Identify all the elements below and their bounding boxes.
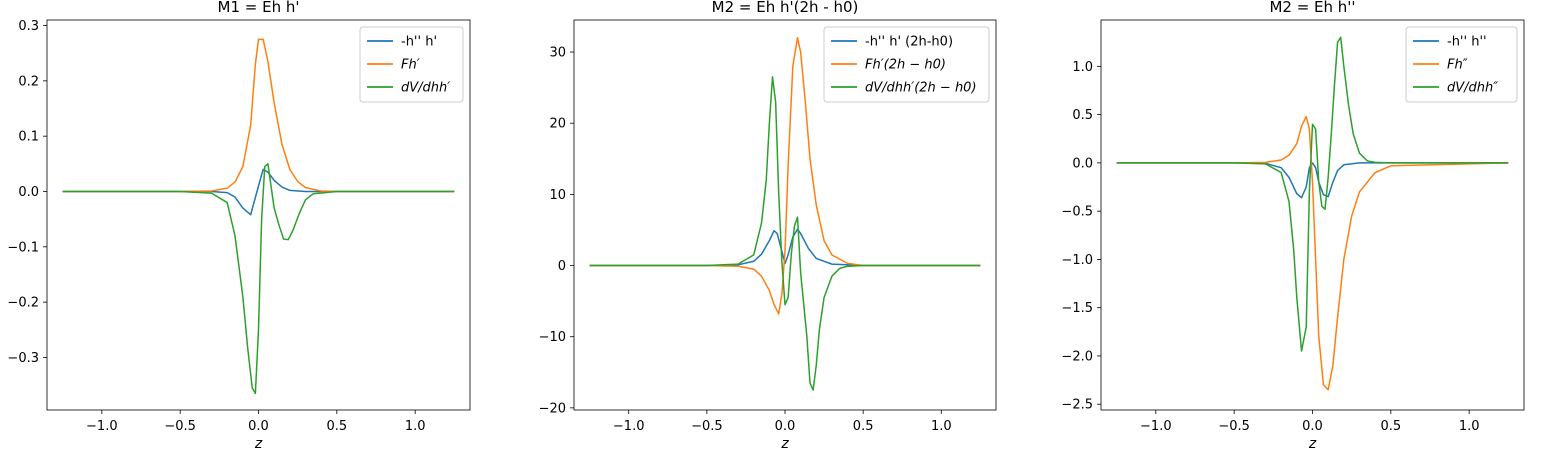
y-tick-label: 0.3 [18, 19, 39, 34]
x-tick-label: 0.5 [853, 419, 874, 434]
series-line-1 [1116, 162, 1509, 199]
x-tick-label: 0.0 [248, 419, 269, 434]
legend-entry-label: Fh′ [401, 58, 420, 73]
series-line-3 [62, 163, 455, 395]
y-tick-label: −0.5 [1061, 205, 1093, 220]
y-tick-label: −0.2 [7, 296, 39, 311]
y-tick-label: 1.0 [1072, 60, 1093, 75]
legend-entry-label: -h'' h'' [1447, 35, 1487, 50]
legend-entry-label: Fh″ [1447, 58, 1468, 73]
y-tick-label: −0.3 [7, 351, 39, 366]
chart-title: M1 = Eh h' [218, 0, 300, 16]
x-tick-label: 1.0 [1459, 419, 1480, 434]
series-line-2 [1116, 115, 1509, 391]
chart-panel-1: M1 = Eh h' −1.0 −0.5 0.0 0.5 1.0 0.3 0.2 0.1 0.0 −… [7, 0, 471, 450]
legend: -h'' h' (2h-h0) Fh′(2h − h0) dV/dhh′(2h − … [823, 26, 990, 103]
y-tick-label: 0.1 [18, 130, 39, 145]
x-tick-label: 0.0 [1302, 419, 1323, 434]
y-tick-label: 0.2 [18, 74, 39, 89]
y-tick-label: 0 [558, 259, 566, 274]
legend-entry-label: -h'' h' (2h-h0) [865, 35, 953, 50]
legend-entry-label: dV/dhh″ [1447, 81, 1498, 96]
y-tick-label: 10 [549, 188, 566, 203]
series-line-3 [589, 76, 981, 391]
legend-box [823, 26, 990, 103]
series-group [62, 38, 455, 395]
series-group [589, 37, 981, 391]
series-line-1 [589, 228, 981, 267]
series-line-3 [1116, 36, 1509, 352]
y-tick-label: −2.5 [1061, 398, 1093, 413]
legend-entry-label: dV/dhh′(2h − h0) [865, 81, 977, 96]
y-tick-label: −2.0 [1061, 349, 1093, 364]
y-tick-label: 0.0 [18, 185, 39, 200]
series-line-1 [62, 168, 455, 216]
y-tick-label: −10 [539, 330, 566, 345]
x-tick-label: −1.0 [613, 419, 645, 434]
series-line-2 [62, 38, 455, 193]
legend-entry-label: dV/dhh′ [401, 81, 450, 96]
legend-entry-label: Fh′(2h − h0) [865, 58, 946, 73]
chart-title: M2 = Eh h'(2h - h0) [712, 0, 859, 16]
y-tick-label: −0.1 [7, 240, 39, 255]
y-tick-label: 0.5 [1072, 108, 1093, 123]
chart-title: M2 = Eh h'' [1269, 0, 1355, 16]
x-tick-label: −0.5 [691, 419, 723, 434]
x-tick-label: 1.0 [405, 419, 426, 434]
x-tick-label: 0.0 [775, 419, 796, 434]
legend: -h'' h'' Fh″ dV/dhh″ [1405, 26, 1518, 103]
y-tick-label: 0.0 [1072, 156, 1093, 171]
legend-box [359, 26, 464, 103]
x-tick-label: −1.0 [1140, 419, 1172, 434]
x-tick-label: 0.5 [326, 419, 347, 434]
y-tick-label: −1.5 [1061, 301, 1093, 316]
x-tick-label: 1.0 [931, 419, 952, 434]
legend-box [1405, 26, 1518, 103]
legend: -h'' h' Fh′ dV/dhh′ [359, 26, 464, 103]
series-line-2 [589, 37, 981, 315]
x-tick-label: −1.0 [86, 419, 118, 434]
y-tick-label: 20 [549, 117, 566, 132]
x-tick-label: 0.5 [1380, 419, 1401, 434]
legend-entry-label: -h'' h' [401, 35, 437, 50]
chart-panel-3: M2 = Eh h'' −1.0 −0.5 0.0 0.5 1.0 1.0 0.5 0.0 −0.… [1061, 0, 1525, 450]
y-tick-label: 30 [549, 46, 566, 61]
x-axis-label: z [780, 436, 789, 450]
series-group [1116, 36, 1509, 391]
x-axis-label: z [1308, 436, 1317, 450]
x-tick-label: −0.5 [164, 419, 196, 434]
y-tick-label: −20 [539, 401, 566, 416]
y-tick-label: −1.0 [1061, 253, 1093, 268]
x-axis-label: z [254, 436, 263, 450]
chart-panel-2: M2 = Eh h'(2h - h0) −1.0 −0.5 0.0 0.5 1.0 30 20… [539, 0, 997, 450]
x-tick-label: −0.5 [1218, 419, 1250, 434]
